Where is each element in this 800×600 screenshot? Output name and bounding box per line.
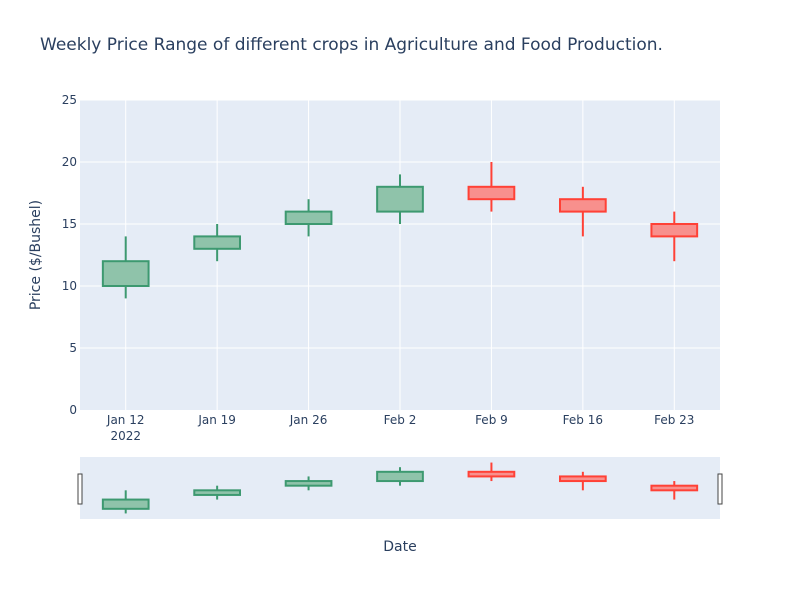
- slider-candle-body: [559, 475, 607, 483]
- x-tick-year-label: 2022: [110, 429, 141, 443]
- range-slider-candles: [101, 462, 699, 514]
- x-tick-label: Feb 23: [654, 413, 694, 427]
- y-tick-label: 25: [62, 93, 77, 107]
- y-tick-label: 0: [69, 403, 77, 417]
- y-tick-label: 5: [69, 341, 77, 355]
- candles: [101, 162, 699, 299]
- y-axis-title: Price ($/Bushel): [28, 200, 44, 310]
- slider-candle-body: [376, 470, 424, 483]
- candle-body: [559, 198, 607, 213]
- candle-body: [650, 223, 699, 238]
- chart-title: Weekly Price Range of different crops in…: [40, 35, 663, 55]
- x-tick-label: Feb 16: [563, 413, 603, 427]
- x-tick-label: Feb 2: [384, 413, 417, 427]
- x-tick-label: Jan 19: [197, 413, 236, 427]
- candle-body: [101, 260, 150, 288]
- candle-body: [376, 185, 424, 213]
- y-tick-label: 20: [62, 155, 77, 169]
- range-slider-right-handle[interactable]: [717, 473, 723, 505]
- slider-candle-body: [101, 498, 150, 510]
- slider-candle-body: [650, 484, 699, 492]
- x-tick-label: Jan 26: [289, 413, 328, 427]
- candle-body: [467, 185, 516, 201]
- x-axis-ticks: Jan 12 Jan 19 Jan 26 Feb 2 Feb 9 Feb 16 Feb 23…: [106, 413, 695, 443]
- slider-candle-body: [193, 489, 242, 496]
- candle-body: [193, 235, 242, 250]
- range-slider-left-handle[interactable]: [77, 473, 83, 505]
- range-slider[interactable]: [80, 457, 720, 519]
- x-tick-label: Feb 9: [475, 413, 508, 427]
- y-tick-label: 10: [62, 279, 77, 293]
- x-tick-label: Jan 12: [106, 413, 145, 427]
- x-axis-title: Date: [383, 539, 416, 555]
- y-axis-ticks: 0 5 10 15 20 25: [62, 93, 77, 417]
- slider-candle-body: [467, 470, 516, 478]
- slider-candle-body: [284, 480, 333, 487]
- y-tick-label: 15: [62, 217, 77, 231]
- candle-body: [284, 210, 333, 226]
